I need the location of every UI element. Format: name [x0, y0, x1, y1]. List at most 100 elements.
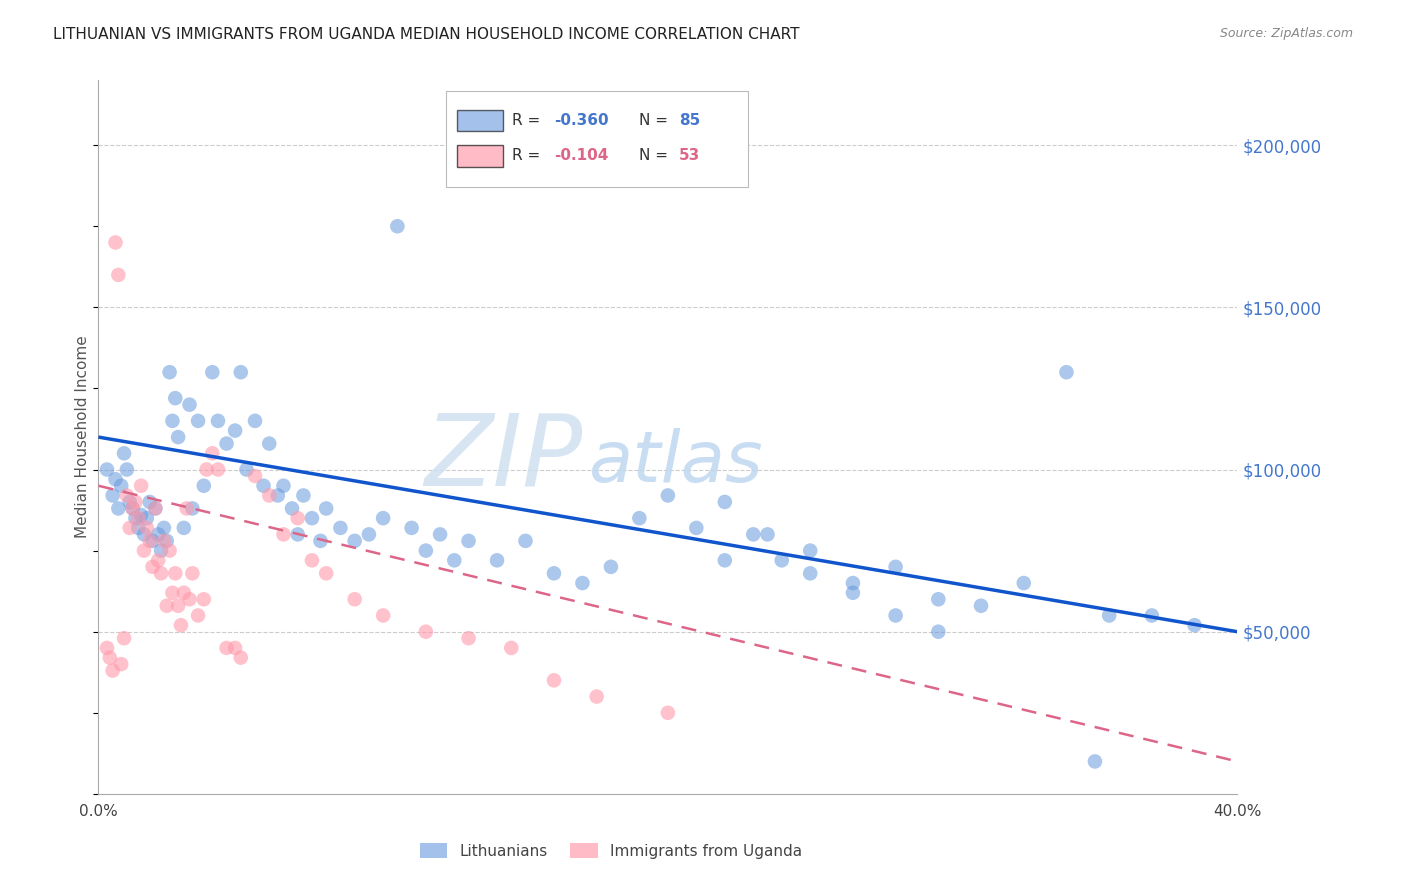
Point [315, 566, 337, 581]
Point [429, 527, 451, 541]
Text: 53: 53 [679, 148, 700, 163]
Point [657, 706, 679, 720]
Point [159, 543, 181, 558]
Text: LITHUANIAN VS IMMIGRANTS FROM UGANDA MEDIAN HOUSEHOLD INCOME CORRELATION CHART: LITHUANIAN VS IMMIGRANTS FROM UGANDA MED… [53, 27, 800, 42]
Point [132, 527, 155, 541]
Point [1184, 618, 1206, 632]
Point [443, 553, 465, 567]
Point [387, 219, 409, 234]
Point [112, 631, 135, 645]
Point [141, 533, 163, 548]
Point [685, 521, 707, 535]
Point [1098, 608, 1121, 623]
Point [127, 511, 149, 525]
Point [970, 599, 993, 613]
Point [104, 472, 127, 486]
Point [156, 533, 179, 548]
Point [1056, 365, 1078, 379]
Text: -0.360: -0.360 [554, 112, 609, 128]
Point [195, 462, 218, 476]
Point [201, 446, 224, 460]
Point [96, 462, 118, 476]
Point [243, 469, 266, 483]
Point [457, 631, 479, 645]
Point [229, 365, 252, 379]
Point [129, 479, 152, 493]
Text: atlas: atlas [588, 427, 762, 497]
Point [842, 576, 865, 591]
Point [207, 462, 229, 476]
Point [315, 501, 337, 516]
Point [124, 495, 146, 509]
Point [98, 650, 121, 665]
Point [193, 479, 215, 493]
Point [501, 640, 523, 655]
Point [193, 592, 215, 607]
Point [224, 640, 246, 655]
Point [156, 599, 179, 613]
Point [148, 527, 170, 541]
Point [287, 511, 309, 525]
Point [179, 592, 201, 607]
Point [287, 527, 309, 541]
Point [104, 235, 127, 250]
Point [118, 495, 141, 509]
Point [259, 488, 281, 502]
Point [343, 592, 366, 607]
Point [138, 495, 160, 509]
Point [515, 533, 537, 548]
Point [141, 559, 163, 574]
Point [543, 673, 565, 688]
FancyBboxPatch shape [457, 110, 503, 131]
Point [329, 521, 352, 535]
Point [229, 650, 252, 665]
Point [927, 592, 949, 607]
Point [132, 543, 155, 558]
Text: ZIP: ZIP [425, 410, 582, 507]
Text: R =: R = [512, 148, 546, 163]
Text: N =: N = [640, 148, 673, 163]
Point [96, 640, 118, 655]
Text: Source: ZipAtlas.com: Source: ZipAtlas.com [1219, 27, 1353, 40]
Point [714, 495, 737, 509]
Point [600, 559, 623, 574]
Point [150, 566, 173, 581]
Point [138, 533, 160, 548]
Point [167, 430, 190, 444]
Point [884, 608, 907, 623]
Point [273, 479, 295, 493]
Point [301, 553, 323, 567]
Point [115, 488, 138, 502]
Point [770, 553, 793, 567]
Point [101, 488, 124, 502]
Point [115, 462, 138, 476]
Point [127, 521, 149, 535]
Point [457, 533, 479, 548]
Text: -0.104: -0.104 [554, 148, 609, 163]
FancyBboxPatch shape [446, 91, 748, 187]
Point [224, 424, 246, 438]
Point [1084, 755, 1107, 769]
Point [215, 436, 238, 450]
Point [165, 566, 187, 581]
Point [543, 566, 565, 581]
Point [357, 527, 380, 541]
Point [714, 553, 737, 567]
Point [165, 391, 187, 405]
Point [176, 501, 198, 516]
Point [179, 398, 201, 412]
Point [243, 414, 266, 428]
Point [415, 624, 437, 639]
Point [486, 553, 509, 567]
Text: 85: 85 [679, 112, 700, 128]
Point [884, 559, 907, 574]
Point [124, 511, 146, 525]
Point [628, 511, 651, 525]
Point [110, 657, 132, 672]
Point [401, 521, 423, 535]
Point [129, 508, 152, 522]
Point [235, 462, 257, 476]
Point [107, 501, 129, 516]
Point [153, 533, 176, 548]
Point [571, 576, 593, 591]
